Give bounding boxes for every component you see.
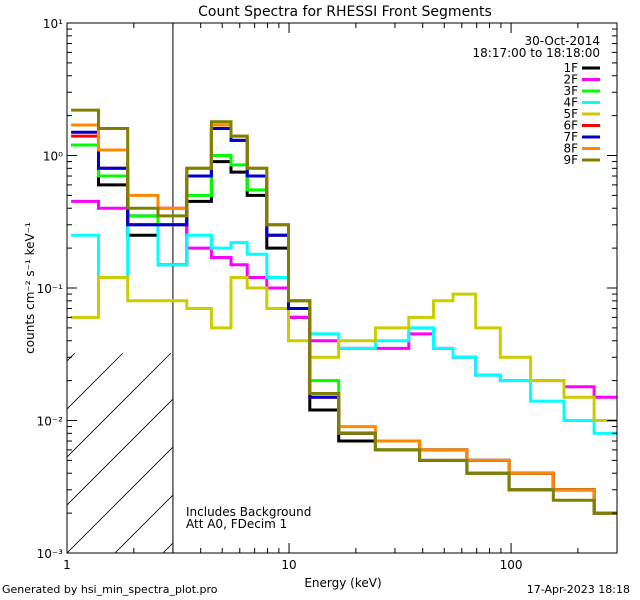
series-line-8F bbox=[71, 123, 617, 515]
hatch-line bbox=[403, 353, 603, 553]
y-axis-label: counts cm⁻² s⁻¹ keV⁻¹ bbox=[23, 222, 37, 354]
date-label: 30-Oct-2014 bbox=[524, 34, 600, 48]
hatch-line bbox=[307, 353, 507, 553]
x-axis-label: Energy (keV) bbox=[304, 576, 381, 590]
legend-label-6F: 6F bbox=[563, 119, 578, 133]
x-tick-label: 1 bbox=[63, 558, 71, 572]
series-group bbox=[71, 108, 617, 515]
hatch-line bbox=[67, 398, 173, 506]
legend-label-5F: 5F bbox=[563, 107, 578, 121]
legend-label-1F: 1F bbox=[563, 61, 578, 75]
legend-label-9F: 9F bbox=[563, 153, 578, 167]
series-line-6F bbox=[71, 127, 617, 515]
hatch-line bbox=[67, 352, 172, 458]
annotation-attenuator: Att A0, FDecim 1 bbox=[186, 517, 287, 531]
hatch-line bbox=[499, 353, 640, 553]
chart-title: Count Spectra for RHESSI Front Segments bbox=[198, 4, 492, 20]
series-line-1F bbox=[71, 143, 617, 515]
footer-generated: Generated by hsi_min_spectra_plot.pro bbox=[2, 583, 218, 596]
hatch-line bbox=[67, 446, 173, 553]
hatch-line bbox=[114, 494, 173, 553]
y-tick-label: 10⁰ bbox=[43, 150, 63, 164]
series-line-7F bbox=[71, 127, 617, 515]
hatch-line bbox=[547, 353, 640, 553]
annotation-background: Includes Background bbox=[186, 505, 311, 519]
hatch-lines bbox=[0, 352, 640, 553]
footer-timestamp: 17-Apr-2023 18:18 bbox=[526, 583, 630, 596]
hatch-line bbox=[355, 353, 555, 553]
series-line-4F bbox=[71, 223, 617, 435]
series-line-9F bbox=[71, 108, 617, 515]
y-tick-label: 10⁻³ bbox=[37, 547, 64, 561]
hatch-line bbox=[67, 352, 76, 362]
legend-label-8F: 8F bbox=[563, 142, 578, 156]
time-range-label: 18:17:00 to 18:18:00 bbox=[473, 46, 600, 60]
legend-label-3F: 3F bbox=[563, 84, 578, 98]
excluded-region-hatch bbox=[0, 23, 640, 553]
legend-label-2F: 2F bbox=[563, 73, 578, 87]
hatch-line bbox=[0, 353, 27, 553]
hatch-line bbox=[451, 353, 640, 553]
y-tick-label: 10⁻² bbox=[37, 415, 64, 429]
hatch-line bbox=[259, 353, 459, 553]
x-tick-label: 100 bbox=[500, 558, 523, 572]
series-line-3F bbox=[71, 143, 617, 515]
series-line-5F bbox=[71, 276, 617, 422]
x-tick-label: 10 bbox=[281, 558, 296, 572]
legend-label-7F: 7F bbox=[563, 130, 578, 144]
y-tick-label: 10¹ bbox=[43, 17, 63, 31]
legend-label-4F: 4F bbox=[563, 96, 578, 110]
hatch-line bbox=[67, 352, 124, 410]
axis-ticks: 1 10 100 10⁻³ 10⁻² 10⁻¹ 10⁰ 10¹ bbox=[37, 17, 618, 572]
y-tick-label: 10⁻¹ bbox=[37, 282, 64, 296]
